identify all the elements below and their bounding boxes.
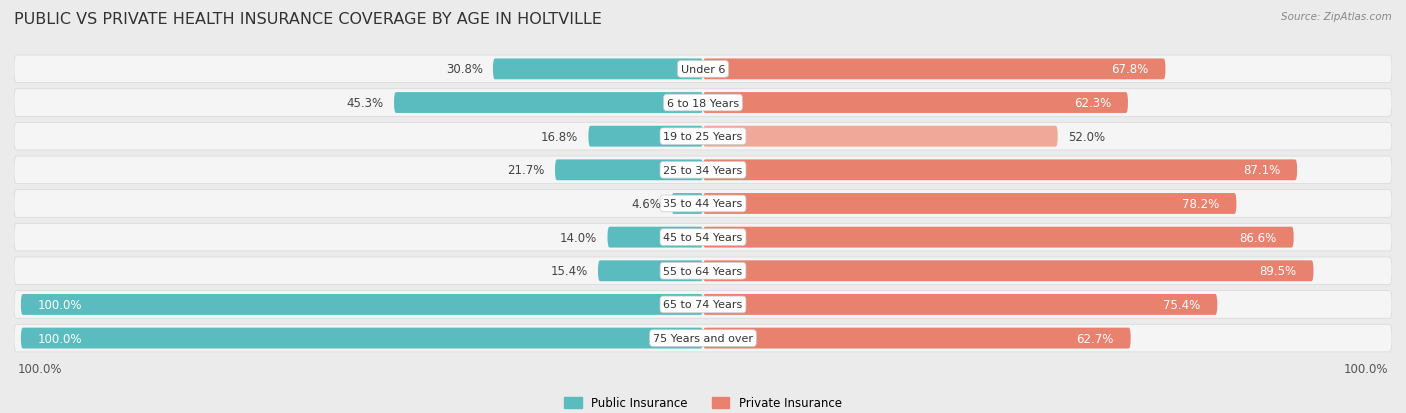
Text: 100.0%: 100.0% [17, 363, 62, 375]
FancyBboxPatch shape [703, 328, 1130, 349]
Text: 86.6%: 86.6% [1240, 231, 1277, 244]
Text: 100.0%: 100.0% [38, 332, 83, 345]
Text: 55 to 64 Years: 55 to 64 Years [664, 266, 742, 276]
FancyBboxPatch shape [703, 261, 1313, 282]
Text: 15.4%: 15.4% [551, 265, 588, 278]
Text: 52.0%: 52.0% [1069, 131, 1105, 143]
Text: 45 to 54 Years: 45 to 54 Years [664, 233, 742, 242]
FancyBboxPatch shape [394, 93, 703, 114]
Text: Under 6: Under 6 [681, 65, 725, 75]
FancyBboxPatch shape [588, 126, 703, 147]
Text: 62.7%: 62.7% [1076, 332, 1114, 345]
Text: PUBLIC VS PRIVATE HEALTH INSURANCE COVERAGE BY AGE IN HOLTVILLE: PUBLIC VS PRIVATE HEALTH INSURANCE COVER… [14, 12, 602, 27]
FancyBboxPatch shape [598, 261, 703, 282]
FancyBboxPatch shape [672, 194, 703, 214]
Text: 14.0%: 14.0% [560, 231, 598, 244]
FancyBboxPatch shape [703, 93, 1128, 114]
Legend: Public Insurance, Private Insurance: Public Insurance, Private Insurance [560, 392, 846, 413]
FancyBboxPatch shape [14, 157, 1392, 184]
Text: 62.3%: 62.3% [1074, 97, 1111, 110]
FancyBboxPatch shape [14, 56, 1392, 83]
Text: 78.2%: 78.2% [1182, 197, 1219, 211]
Text: 35 to 44 Years: 35 to 44 Years [664, 199, 742, 209]
Text: 45.3%: 45.3% [347, 97, 384, 110]
Text: Source: ZipAtlas.com: Source: ZipAtlas.com [1281, 12, 1392, 22]
Text: 19 to 25 Years: 19 to 25 Years [664, 132, 742, 142]
FancyBboxPatch shape [21, 294, 703, 315]
FancyBboxPatch shape [21, 328, 703, 349]
FancyBboxPatch shape [703, 294, 1218, 315]
Text: 65 to 74 Years: 65 to 74 Years [664, 300, 742, 310]
FancyBboxPatch shape [703, 160, 1298, 181]
FancyBboxPatch shape [14, 90, 1392, 117]
Text: 100.0%: 100.0% [38, 298, 83, 311]
FancyBboxPatch shape [14, 291, 1392, 318]
Text: 100.0%: 100.0% [1344, 363, 1389, 375]
FancyBboxPatch shape [703, 227, 1294, 248]
FancyBboxPatch shape [555, 160, 703, 181]
Text: 21.7%: 21.7% [508, 164, 544, 177]
FancyBboxPatch shape [14, 325, 1392, 352]
Text: 75.4%: 75.4% [1163, 298, 1201, 311]
Text: 87.1%: 87.1% [1243, 164, 1279, 177]
FancyBboxPatch shape [703, 194, 1236, 214]
FancyBboxPatch shape [703, 59, 1166, 80]
FancyBboxPatch shape [494, 59, 703, 80]
Text: 30.8%: 30.8% [446, 63, 482, 76]
Text: 25 to 34 Years: 25 to 34 Years [664, 166, 742, 176]
Text: 75 Years and over: 75 Years and over [652, 333, 754, 343]
Text: 89.5%: 89.5% [1260, 265, 1296, 278]
FancyBboxPatch shape [703, 126, 1057, 147]
Text: 67.8%: 67.8% [1111, 63, 1149, 76]
FancyBboxPatch shape [14, 190, 1392, 218]
FancyBboxPatch shape [14, 257, 1392, 285]
Text: 6 to 18 Years: 6 to 18 Years [666, 98, 740, 108]
FancyBboxPatch shape [607, 227, 703, 248]
FancyBboxPatch shape [14, 123, 1392, 151]
FancyBboxPatch shape [14, 224, 1392, 252]
Text: 4.6%: 4.6% [631, 197, 661, 211]
Text: 16.8%: 16.8% [541, 131, 578, 143]
